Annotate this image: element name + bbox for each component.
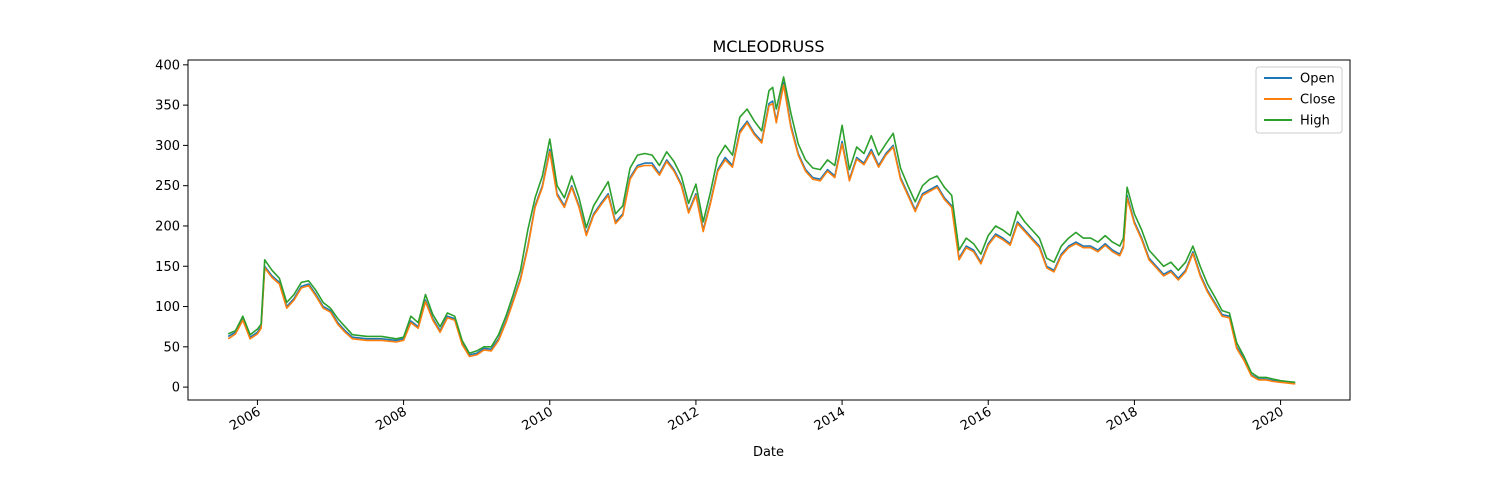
x-tick-label: 2006: [227, 404, 263, 434]
x-tick-label: 2008: [373, 404, 409, 434]
legend: Open Close High: [1255, 66, 1343, 134]
y-tick-label: 350: [155, 99, 180, 114]
y-tick-label: 250: [155, 179, 180, 194]
plot-frame: [187, 59, 1351, 401]
y-tick-label: 300: [155, 139, 180, 154]
series-line-high: [227, 76, 1296, 384]
y-tick-label: 50: [163, 340, 180, 355]
x-tick-label: 2016: [958, 404, 994, 434]
y-tick-label: 0: [172, 381, 180, 396]
x-tick-label: 2012: [666, 404, 702, 434]
chart-title: MCLEODRUSS: [712, 37, 824, 56]
x-tick-label: 2010: [520, 404, 556, 434]
plot-area: [187, 59, 1351, 401]
y-tick-label: 100: [155, 300, 180, 315]
y-tick-label: 150: [155, 260, 180, 275]
series-line-close: [227, 84, 1296, 385]
x-axis: 2006 2008 2010 2012 2014 2016 2018 2020: [227, 400, 1287, 434]
x-tick-label: 2014: [812, 404, 848, 434]
x-tick-label: 2020: [1250, 404, 1286, 434]
legend-label: Close: [1300, 93, 1335, 108]
x-tick-label: 2018: [1104, 404, 1140, 434]
y-tick-label: 400: [155, 58, 180, 73]
x-axis-label: Date: [753, 445, 784, 460]
legend-label: High: [1300, 114, 1330, 129]
legend-box: [1255, 66, 1343, 134]
y-axis: 0 50 100 150 200 250 300 350 400: [155, 58, 188, 396]
legend-label: Open: [1300, 72, 1335, 87]
y-tick-label: 200: [155, 219, 180, 234]
